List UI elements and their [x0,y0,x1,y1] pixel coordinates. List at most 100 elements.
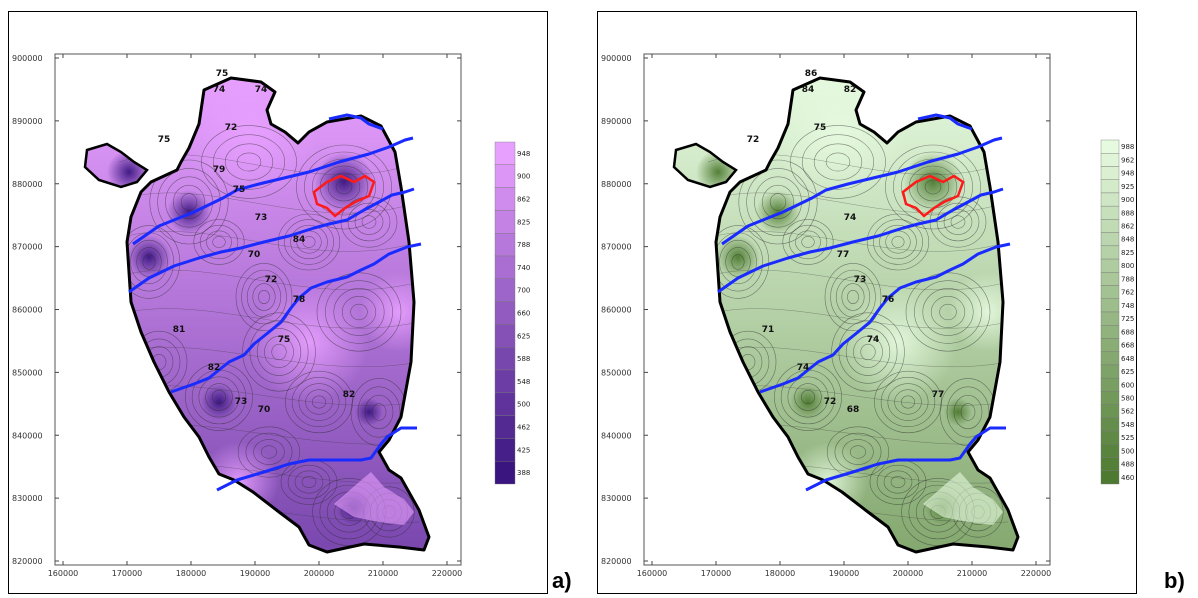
contour-line [916,172,950,202]
x-tick-label: 200000 [893,569,924,578]
legend-label: 762 [1121,289,1134,297]
y-tick-label: 880000 [601,180,632,189]
contour-line [205,383,233,411]
contour-line [371,403,387,421]
color-legend: 948 900 862 825 788 740 700 660 625 588 548 500 462 4… [494,141,530,485]
contour-label: 81 [173,325,186,335]
island-boundary [83,142,149,189]
legend-label: 700 [517,287,530,295]
legend-swatch [1100,377,1120,392]
contour-line [149,159,229,245]
contour-line [118,346,420,368]
contour-line [874,370,942,434]
contour-line [287,464,331,500]
legend-label: 500 [1121,447,1134,455]
legend-label: 460 [1121,474,1134,482]
contour-line [842,439,874,465]
contour-line [800,389,816,405]
y-tick-label: 890000 [601,117,632,126]
contour-label: 75 [233,185,246,195]
river-line [759,242,1011,394]
contour-line [193,219,245,265]
contour-label: 84 [293,235,306,245]
contour-line [831,312,905,392]
legend-label: 888 [1121,209,1134,217]
contour-label: 72 [225,123,238,133]
legend-label: 462 [517,424,530,432]
legend-label: 925 [1121,183,1134,191]
contour-label: 72 [747,135,760,145]
highlighted-area [312,174,376,218]
legend-swatch [1100,444,1120,458]
legend-swatch [1100,457,1120,471]
x-tick-label: 220000 [432,569,463,578]
contour-line [311,395,327,409]
contour-line [738,159,818,245]
contour-line [835,276,871,318]
legend-swatch [1100,205,1120,220]
legend-swatch [494,438,516,462]
contour-line [762,184,794,220]
contour-label: 73 [255,213,268,223]
contour-line [157,168,221,236]
x-tick-label: 170000 [112,569,143,578]
contour-label: 82 [343,390,356,400]
contour-line [327,172,361,202]
contour-line [936,202,980,242]
river-line [328,113,384,131]
legend-swatch [1100,338,1120,352]
legend-swatch [494,187,516,211]
y-tick-label: 840000 [12,431,43,440]
contour-line [794,383,822,411]
contour-line [914,280,982,344]
contour-line [873,219,923,265]
river-line [128,187,415,294]
region-boundary [714,76,1020,554]
contour-label: 84 [802,85,815,95]
y-tick-label: 870000 [12,243,43,252]
contour-line [253,439,285,465]
contour-line [277,213,341,271]
contour-label: 70 [248,250,261,260]
legend-label: 740 [517,264,530,272]
contour-line [291,377,347,427]
contour-line [885,144,981,230]
contour-line [930,296,966,328]
legend-swatch [494,415,516,439]
legend-label: 848 [1121,236,1134,244]
legend-swatch [494,210,516,234]
contour-line [880,377,936,427]
contour-line [118,308,420,329]
contour-label: 74 [844,213,857,223]
legend-label: 788 [517,241,530,249]
contour-line [256,328,302,376]
contour-line [787,376,829,418]
legend-swatch [1100,417,1120,432]
contour-line [731,254,745,270]
y-tick-label: 870000 [601,243,632,252]
legend-swatch [494,255,516,279]
contour-line [284,219,334,265]
legend-label: 668 [1121,342,1134,350]
panel-label-b: b) [1164,568,1185,593]
legend-label: 748 [1121,302,1134,310]
contour-line [943,209,973,235]
low-value-zone [756,190,800,234]
x-tick-label: 180000 [176,569,207,578]
y-tick-label: 880000 [12,180,43,189]
contour-line [825,152,851,172]
contour-line [802,134,875,190]
low-value-zone [944,398,972,426]
contour-label: 72 [824,397,837,407]
legend-label: 725 [1121,315,1134,323]
legend-label: 825 [1121,249,1134,257]
map-panel-a: 160000 170000 180000 190000 200000 210000 2200… [8,11,548,594]
legend-label: 525 [1121,434,1134,442]
legend-swatch [1100,258,1120,273]
y-tick-label: 820000 [601,557,632,566]
legend-swatch [494,369,516,393]
legend-swatch [1100,245,1120,260]
contour-line [905,272,991,352]
x-tick-label: 170000 [701,569,732,578]
contour-line [246,276,282,318]
